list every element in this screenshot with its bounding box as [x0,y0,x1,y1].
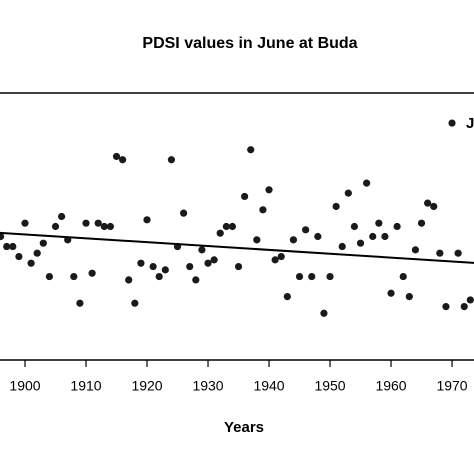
data-point [70,272,78,281]
data-point [363,179,371,187]
data-point [21,219,29,227]
x-tick-label: 1970 [436,378,467,394]
data-point [247,146,255,154]
data-point [143,216,151,224]
data-point [155,272,163,281]
data-point [424,199,432,207]
data-point [27,259,35,267]
data-point [3,242,11,251]
data-point [411,246,420,254]
data-point [259,206,267,214]
data-point [375,219,383,227]
data-point [234,262,243,271]
data-point [277,252,285,261]
data-point [314,232,322,241]
data-point [112,152,121,161]
data-point [125,276,133,284]
data-point [393,222,401,231]
data-point [51,222,60,231]
data-point [119,156,127,164]
x-tick-label: 1930 [192,378,223,394]
x-tick-label: 1900 [9,378,40,394]
data-point [204,259,212,267]
data-point [442,303,450,311]
data-point [460,303,468,311]
data-point [289,236,298,244]
data-point [448,119,456,127]
data-point [381,232,389,241]
annotation: J [466,115,474,132]
data-point [106,222,115,231]
data-point [344,189,352,197]
data-point [356,239,365,247]
data-point [39,239,47,247]
data-point [271,256,279,264]
data-point [417,219,426,227]
data-point [100,222,108,231]
data-point [137,259,145,267]
data-point [180,209,188,217]
data-point [88,269,96,277]
data-point [369,232,377,241]
trend-line [0,231,474,264]
data-point [387,289,395,297]
data-point [430,202,438,211]
data-point [222,222,230,231]
data-point [308,272,316,281]
data-point [241,192,249,201]
data-point [198,246,206,254]
x-axis-label: Years [224,419,264,436]
data-point [76,299,84,307]
data-point [326,272,334,281]
data-point [466,296,474,304]
data-point [58,212,66,221]
data-point [0,232,5,241]
data-point [253,236,261,244]
data-point [210,256,218,264]
data-point [405,292,413,301]
x-tick-label: 1960 [375,378,406,394]
data-point [295,272,304,281]
data-point [265,186,273,194]
data-point [161,266,169,274]
data-point [228,222,237,231]
data-point [399,272,407,281]
x-tick-label: 1940 [253,378,284,394]
data-point [167,156,176,164]
data-point [302,226,310,234]
chart-title: PDSI values in June at Buda [142,35,357,52]
x-tick-label: 1910 [70,378,101,394]
data-point [216,229,224,237]
x-tick-label: 1950 [314,378,345,394]
data-point [82,219,90,227]
data-point [436,249,444,257]
data-point [320,309,328,317]
x-tick-label: 1920 [131,378,162,394]
data-point [9,242,17,251]
data-point [186,262,194,271]
data-point [149,262,157,271]
data-point [192,276,200,284]
data-point [332,202,340,211]
data-point [338,242,346,251]
data-point [15,252,23,261]
data-point [33,249,41,257]
data-point [350,222,359,231]
data-point [94,219,102,227]
data-point [131,299,139,307]
data-point [45,272,54,281]
data-point [454,249,462,257]
data-point [283,292,291,301]
